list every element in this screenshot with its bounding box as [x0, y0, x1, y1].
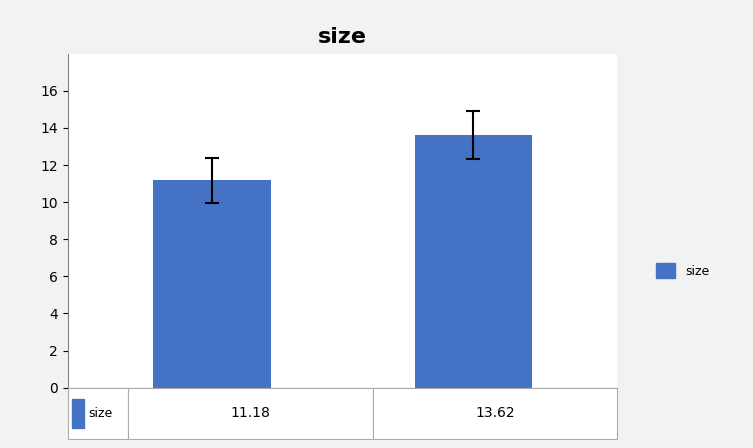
Title: size: size [318, 26, 367, 47]
Bar [72, 399, 84, 428]
Legend: size: size [651, 258, 714, 284]
Text: size: size [89, 407, 113, 420]
Bar [153, 180, 270, 388]
Bar [415, 135, 532, 388]
